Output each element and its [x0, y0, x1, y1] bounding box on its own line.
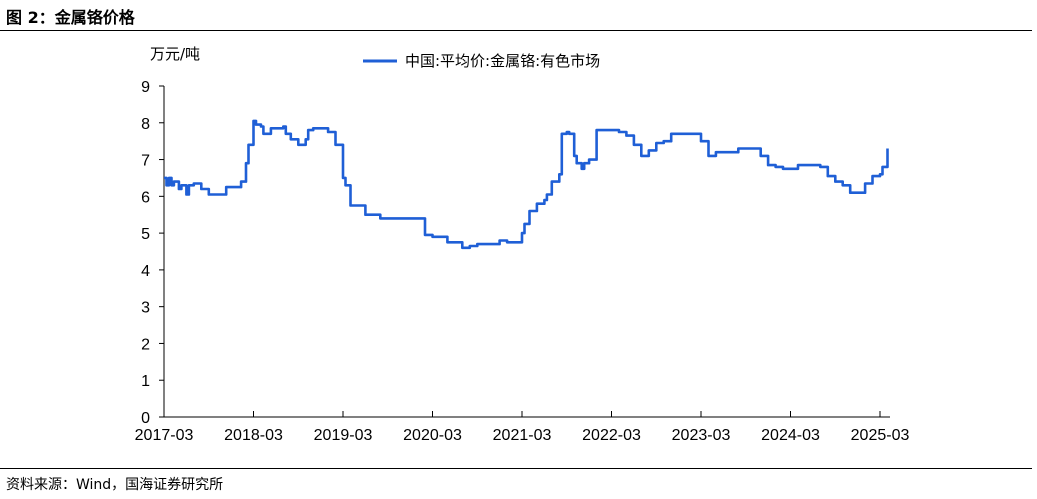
- y-unit-label: 万元/吨: [150, 45, 200, 63]
- y-tick-label: 1: [141, 373, 150, 390]
- y-tick-label: 3: [141, 300, 150, 317]
- series-line: [164, 119, 889, 250]
- y-tick-label: 4: [141, 263, 150, 280]
- y-tick-label: 9: [141, 79, 150, 96]
- x-axis-ticks: 2017-03 2018-03 2019-03 2020-03 2021-03 2022-…: [135, 411, 910, 444]
- source-note: 资料来源：Wind，国海证券研究所: [6, 477, 224, 493]
- legend-label: 中国:平均价:金属铬:有色市场: [405, 52, 600, 70]
- x-tick-label: 2020-03: [403, 427, 462, 444]
- y-tick-label: 5: [141, 226, 150, 243]
- series-group: [164, 119, 889, 250]
- figure-title: 图 2：金属铬价格: [6, 8, 135, 27]
- y-tick-label: 0: [141, 410, 150, 427]
- axes: [163, 86, 890, 418]
- y-tick-label: 2: [141, 336, 150, 353]
- x-tick-label: 2022-03: [582, 427, 641, 444]
- x-tick-label: 2018-03: [224, 427, 283, 444]
- x-tick-label: 2025-03: [851, 427, 910, 444]
- x-tick-label: 2021-03: [493, 427, 552, 444]
- y-axis-ticks: 0 1 2 3 4 5 6 7 8 9: [141, 79, 164, 427]
- x-tick-label: 2019-03: [314, 427, 373, 444]
- x-tick-label: 2024-03: [761, 427, 820, 444]
- top-rule: [0, 30, 1032, 31]
- y-tick-label: 6: [141, 189, 150, 206]
- y-tick-label: 8: [141, 116, 150, 133]
- bottom-rule: [0, 468, 1032, 469]
- x-tick-label: 2017-03: [135, 427, 194, 444]
- y-tick-label: 7: [141, 153, 150, 170]
- x-tick-label: 2023-03: [672, 427, 731, 444]
- legend: 中国:平均价:金属铬:有色市场: [363, 52, 600, 70]
